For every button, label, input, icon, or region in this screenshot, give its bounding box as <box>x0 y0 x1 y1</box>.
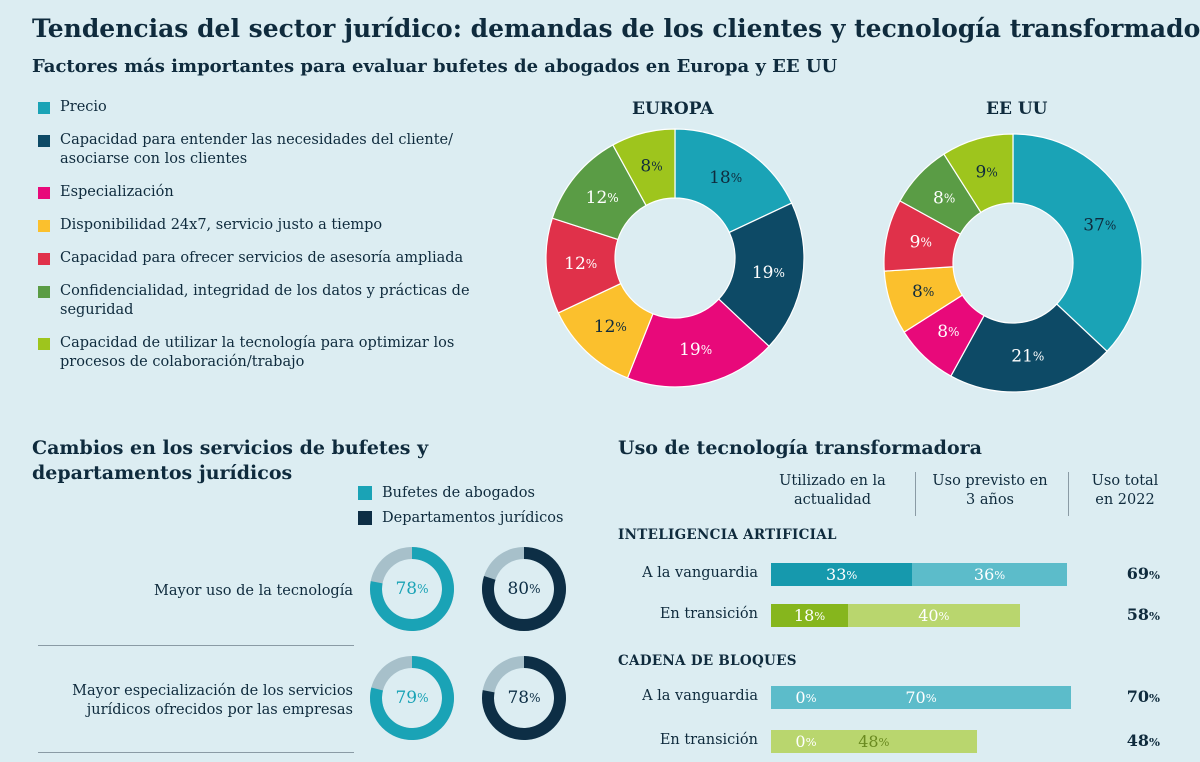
col-head-planned: Uso previsto en 3 años <box>932 473 1048 508</box>
donut-label: 78% <box>395 579 428 599</box>
col-head-total: Uso total en 2022 <box>1091 473 1159 508</box>
donut-label: 78% <box>507 688 540 708</box>
legend-swatch <box>38 187 50 199</box>
pie-slice-label: 9% <box>910 232 932 252</box>
factor-legend: Precio Capacidad para entender las necesi… <box>38 98 508 386</box>
column-separator <box>915 472 916 516</box>
pie-slice-label: 21% <box>1011 346 1044 366</box>
bar-segment-current: 18% <box>771 604 849 627</box>
pie-slice <box>717 202 805 348</box>
legend-swatch <box>38 220 50 232</box>
pie-slice-label: 12% <box>564 254 597 274</box>
legend-bufetes: Bufetes de abogados <box>358 485 535 501</box>
bar-segment-current: 0% <box>795 688 817 707</box>
legend-item: Confidencialidad, integridad de los dato… <box>38 282 508 320</box>
bar-track: 33% 36% <box>771 563 1067 586</box>
legend-departamentos: Departamentos jurídicos <box>358 510 563 526</box>
legend-swatch <box>38 135 50 147</box>
bar-segment-current: 33% <box>771 563 913 586</box>
pie-slice-label: 19% <box>679 340 712 360</box>
tech-category: INTELIGENCIA ARTIFICIAL <box>618 527 837 543</box>
legend-swatch <box>38 286 50 298</box>
legend-item: Precio <box>38 98 508 117</box>
bar-track: 0% 70% <box>771 686 1071 709</box>
divider <box>38 752 354 753</box>
legend-label: Confidencialidad, integridad de los dato… <box>60 283 470 318</box>
legend-swatch <box>38 102 50 114</box>
bar-segment-planned: 36% <box>912 563 1067 586</box>
bar-track: 18% 40% <box>771 604 1020 627</box>
legend-label: Precio <box>60 99 107 115</box>
divider <box>38 645 354 646</box>
donut-label: 79% <box>395 688 428 708</box>
pie-slice-label: 12% <box>594 317 627 337</box>
legend-departamentos-swatch <box>358 511 372 525</box>
pie-slice-label: 12% <box>586 188 619 208</box>
legend-label: Capacidad para ofrecer servicios de ases… <box>60 250 464 266</box>
pie-slice-label: 8% <box>937 322 959 342</box>
legend-bufetes-swatch <box>358 486 372 500</box>
legend-swatch <box>38 253 50 265</box>
bar-track: 0% 48% <box>771 730 977 753</box>
pie-title-eeuu: EE UU <box>986 99 1048 119</box>
pie-slice-label: 8% <box>933 188 955 208</box>
pie-slice-label: 18% <box>709 168 742 188</box>
donut-label: 80% <box>507 579 540 599</box>
legend-label: Capacidad para entender las necesidades … <box>60 132 454 167</box>
bar-segment-planned: 48% <box>771 730 977 753</box>
bar-segment-planned: 40% <box>848 604 1020 627</box>
pie-slice-label: 37% <box>1083 215 1116 235</box>
legend-item: Capacidad de utilizar la tecnología para… <box>38 334 508 372</box>
pie-slice <box>612 128 676 207</box>
legend-item: Disponibilidad 24x7, servicio justo a ti… <box>38 216 508 235</box>
bar-segment-planned: 70% <box>771 686 1071 709</box>
legend-label: Capacidad de utilizar la tecnología para… <box>60 335 455 370</box>
col-head-current: Utilizado en la actualidad <box>779 473 886 508</box>
bar-segment-current: 0% <box>795 732 817 751</box>
legend-bufetes-label: Bufetes de abogados <box>382 485 535 501</box>
bar-row-label: A la vanguardia <box>642 565 758 581</box>
pie-slice-label: 8% <box>640 156 662 176</box>
pie-slice <box>950 303 1108 393</box>
bar-total: 58% <box>1126 605 1160 624</box>
pie-slice <box>626 298 770 388</box>
bar-row-label: En transición <box>659 732 758 748</box>
legend-swatch <box>38 338 50 350</box>
changes-row-label: Mayor especialización de los servicios j… <box>72 683 353 718</box>
bar-total: 48% <box>1126 731 1160 750</box>
tech-category: CADENA DE BLOQUES <box>618 653 797 669</box>
bar-row-label: En transición <box>659 606 758 622</box>
changes-title: Cambios en los servicios de bufetes y de… <box>32 437 429 484</box>
changes-row-label: Mayor uso de la tecnología <box>154 583 353 599</box>
page-title: Tendencias del sector jurídico: demandas… <box>32 14 1200 43</box>
pie-slice <box>674 128 793 234</box>
legend-item: Especialización <box>38 183 508 202</box>
bar-total: 69% <box>1126 564 1160 583</box>
tech-title: Uso de tecnología transformadora <box>618 437 982 459</box>
legend-item: Capacidad para entender las necesidades … <box>38 131 508 169</box>
pie-chart-eeuu: 37%21%8%8%9%8%9% <box>883 133 1143 393</box>
pie-slice <box>1012 133 1143 353</box>
legend-departamentos-label: Departamentos jurídicos <box>382 510 564 526</box>
legend-label: Especialización <box>60 184 174 200</box>
pie-slice <box>943 133 1014 214</box>
pie-slice-label: 8% <box>912 282 934 302</box>
legend-label: Disponibilidad 24x7, servicio justo a ti… <box>60 217 383 233</box>
pie-title-europa: EUROPA <box>632 99 714 119</box>
bar-row-label: A la vanguardia <box>642 688 758 704</box>
small-donuts: 78% 80% 79% 78% <box>369 547 566 740</box>
pie-chart-europa: 18% 19% 19% 12% 12% 12% 8% <box>545 128 805 388</box>
page-subtitle: Factores más importantes para evaluar bu… <box>32 56 838 77</box>
pie-slice-label: 19% <box>752 263 785 283</box>
column-separator <box>1068 472 1069 516</box>
pie-slice-label: 9% <box>976 162 998 182</box>
legend-item: Capacidad para ofrecer servicios de ases… <box>38 249 508 268</box>
bar-total: 70% <box>1126 687 1160 706</box>
